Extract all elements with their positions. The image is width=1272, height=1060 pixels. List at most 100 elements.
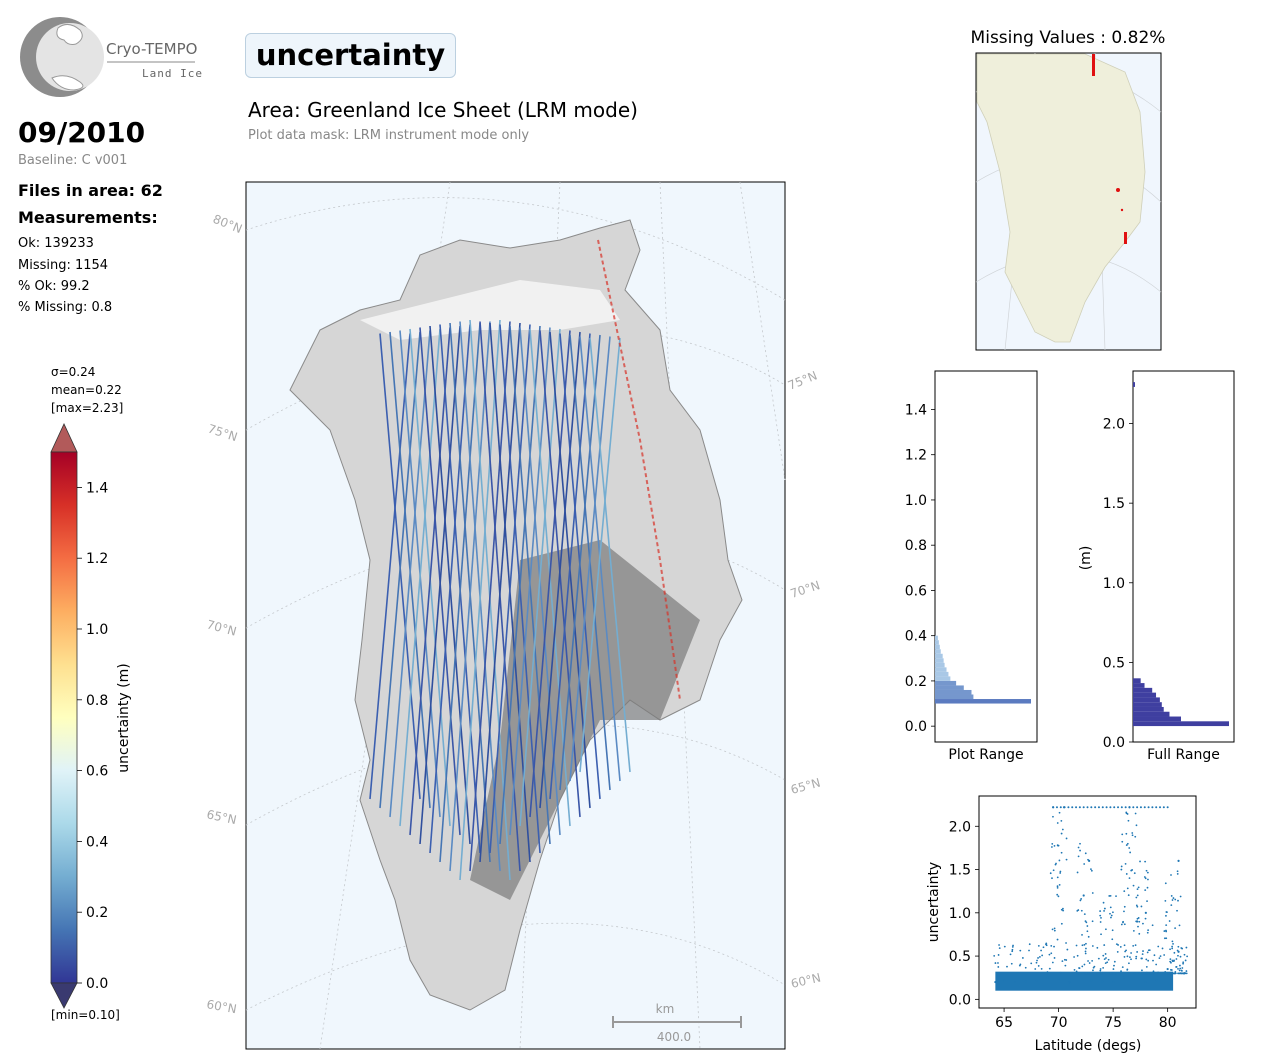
scatter-point [1088,962,1091,964]
scatter-point [1120,923,1123,926]
scatter-point [1102,901,1105,904]
track-line [489,324,531,854]
track-line [449,321,491,872]
lat-label-75-right: 75°N [786,368,819,392]
hist1-ytick-label: 0.4 [905,629,927,645]
scatter-point [1134,835,1137,838]
scatter-point [1053,945,1055,948]
scatter-point [997,954,1000,956]
scatter-point [1125,844,1128,846]
scatter-point [1096,946,1099,949]
scatter-point [1082,894,1085,897]
scatter-point [1120,868,1123,871]
scatter-point [1084,950,1087,953]
scatter-point [1179,964,1181,967]
scatter-point [1179,972,1182,975]
scatter-point [1131,832,1134,834]
scatter-point [1050,952,1053,955]
colorbar-tick-label: 1.4 [86,480,108,496]
logo-divider [107,61,195,63]
scatter-point [1144,980,1147,984]
hist1-ytick-label: 0.8 [905,538,927,554]
track-line [589,337,631,773]
scatter-point [1060,908,1063,911]
scatter-point [1142,922,1144,925]
scatter-point [997,962,999,964]
missing-values-map [975,52,1162,351]
hist1-bar [935,685,964,690]
scatter-point [1088,859,1091,862]
scatter-point [1130,958,1132,961]
scatter-point [1137,886,1140,889]
scatter-point [1172,942,1174,945]
scatter-point [1062,907,1064,910]
scatter-point [1078,806,1081,809]
colorbar-tick-label: 1.0 [86,622,108,638]
scatter-point [1185,946,1188,949]
scatter-point [1171,947,1174,950]
colorbar-tick-label: 1.2 [86,551,108,567]
scatter-point [1177,967,1179,970]
scatter-point [1169,948,1171,951]
scatter-point [1165,924,1168,927]
scatter-point [1011,946,1014,948]
scatter-point [1083,913,1086,915]
scatter-point [1155,979,1158,982]
scatter-point [1171,940,1174,943]
scatter-point [1085,947,1087,950]
hist1-bar [935,667,947,672]
scatter-point [1051,928,1054,931]
scatter-point [1123,923,1126,926]
scatter-point [1060,832,1063,835]
scatter-point [1185,972,1188,975]
scatter-point [1163,937,1166,940]
area-title: Area: Greenland Ice Sheet (LRM mode) [248,98,638,122]
scatter-point [1184,959,1187,962]
scatter-point [1081,944,1084,947]
hist2-bar [1133,382,1135,387]
scatter-point [1151,806,1154,809]
lat-label-75-left: 75°N [206,422,239,445]
scatter-point [1087,935,1090,938]
scatter-point [1110,916,1112,919]
scatter-point [1056,885,1059,888]
scatter-point [1051,877,1053,880]
scatter-point [1077,909,1080,911]
track-line [519,328,561,827]
scatter-point [1066,948,1069,951]
hist1-bar [935,662,945,668]
scatter-point [1084,920,1087,922]
scatter-point [1121,840,1124,843]
stat-percent-ok: % Ok: 99.2 [18,279,90,294]
scatter-point [1182,962,1184,965]
scatter-point [1177,899,1179,902]
scatter-point [1148,972,1150,975]
scatter-point [1115,972,1117,975]
scatter-point [1182,972,1186,975]
scalebar-unit: km [656,1002,675,1016]
scatter-point [1048,967,1051,970]
track-line [499,325,541,845]
stat-missing: Missing: 1154 [18,258,109,273]
hist-plot-range-label: Plot Range [948,747,1024,763]
scatter-point [1126,842,1129,845]
scatter-point [1091,945,1094,947]
scatter-point [1100,933,1102,936]
scatter-point [1111,938,1114,941]
scatter-point [1134,812,1137,815]
scatter-point [1079,972,1082,975]
scatter-point [994,980,997,984]
scatter-point [1053,927,1056,930]
scatter-point [1166,806,1169,809]
scatter-point [1177,859,1180,862]
scatter-point [1170,968,1172,971]
scatter-point [1091,959,1094,962]
colorbar-tick-label: 0.8 [86,693,108,709]
scatter-point [1077,855,1080,858]
scatter-point [1076,871,1079,874]
scatter-xtick-label: 70 [1050,1015,1068,1031]
scatter-point [1170,961,1172,964]
hist1-bar [935,653,943,659]
hist2-bar [1133,711,1170,717]
scatter-point [1132,944,1135,947]
